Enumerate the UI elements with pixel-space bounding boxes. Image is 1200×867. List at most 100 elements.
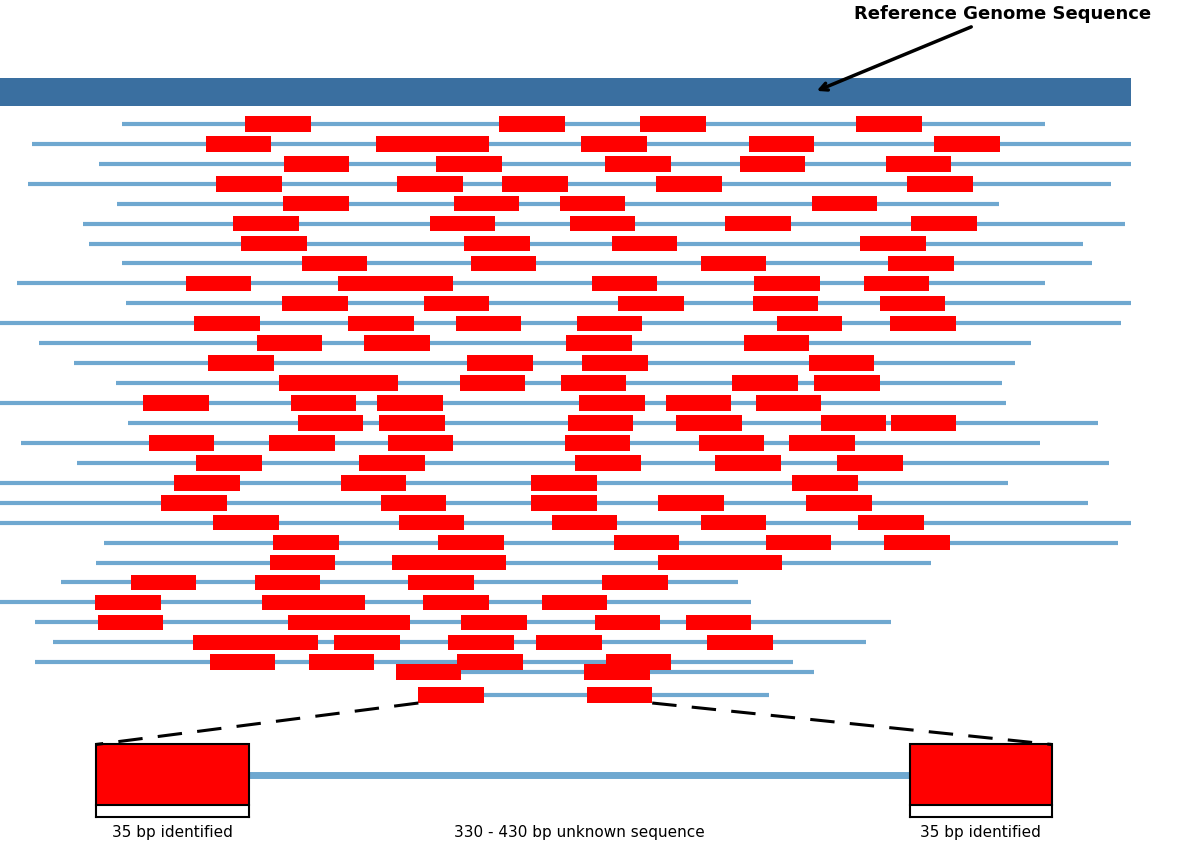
Bar: [656, 176, 722, 192]
Bar: [379, 415, 445, 431]
Bar: [756, 395, 822, 411]
Bar: [300, 595, 366, 610]
Bar: [348, 316, 414, 331]
Bar: [532, 475, 596, 491]
Bar: [725, 216, 791, 231]
Bar: [210, 655, 275, 670]
Bar: [364, 336, 430, 351]
Bar: [344, 615, 410, 630]
Bar: [193, 635, 258, 650]
Bar: [707, 635, 773, 650]
Bar: [790, 435, 854, 451]
Bar: [602, 575, 668, 590]
Bar: [565, 435, 630, 451]
Bar: [438, 535, 504, 551]
Bar: [143, 395, 209, 411]
Bar: [532, 495, 596, 511]
Bar: [430, 216, 496, 231]
Text: 330 - 430 bp unknown sequence: 330 - 430 bp unknown sequence: [454, 825, 704, 840]
Bar: [377, 395, 443, 411]
Bar: [376, 136, 442, 152]
Bar: [440, 555, 506, 570]
Bar: [776, 316, 842, 331]
Bar: [814, 375, 880, 391]
Bar: [332, 375, 397, 391]
Bar: [96, 745, 248, 805]
Bar: [864, 276, 929, 291]
Bar: [581, 136, 647, 152]
Bar: [197, 455, 262, 471]
Bar: [448, 635, 514, 650]
Bar: [252, 635, 318, 650]
Bar: [174, 475, 240, 491]
Bar: [338, 276, 403, 291]
Bar: [408, 575, 474, 590]
Bar: [811, 196, 877, 212]
Bar: [858, 515, 924, 531]
Bar: [580, 395, 646, 411]
Bar: [298, 415, 364, 431]
Bar: [233, 216, 299, 231]
Bar: [715, 455, 781, 471]
Bar: [341, 475, 407, 491]
Bar: [97, 615, 163, 630]
Bar: [659, 495, 724, 511]
Bar: [241, 236, 307, 251]
Bar: [658, 555, 724, 570]
Bar: [456, 316, 521, 331]
Bar: [613, 535, 679, 551]
Bar: [890, 415, 956, 431]
Bar: [131, 575, 196, 590]
Bar: [283, 156, 349, 172]
Bar: [288, 615, 354, 630]
Bar: [701, 256, 767, 271]
Bar: [686, 615, 751, 630]
Bar: [398, 515, 464, 531]
Bar: [884, 535, 949, 551]
Bar: [640, 116, 706, 132]
Bar: [454, 196, 520, 212]
Bar: [582, 355, 648, 371]
Bar: [806, 495, 871, 511]
Bar: [536, 635, 601, 650]
Bar: [461, 615, 527, 630]
Bar: [359, 455, 425, 471]
Bar: [499, 116, 565, 132]
Bar: [334, 635, 400, 650]
Bar: [890, 316, 956, 331]
Bar: [577, 316, 642, 331]
Bar: [470, 256, 536, 271]
Bar: [392, 555, 457, 570]
Text: 35 bp identified: 35 bp identified: [920, 825, 1042, 840]
Bar: [766, 535, 832, 551]
Bar: [560, 196, 625, 212]
Bar: [208, 355, 274, 371]
Bar: [934, 136, 1000, 152]
Bar: [568, 415, 634, 431]
Bar: [592, 276, 658, 291]
Bar: [701, 515, 766, 531]
Bar: [283, 196, 349, 212]
Bar: [752, 296, 818, 311]
Bar: [422, 595, 488, 610]
Bar: [270, 555, 335, 570]
Bar: [838, 455, 904, 471]
Bar: [460, 375, 526, 391]
Text: 35 bp identified: 35 bp identified: [112, 825, 233, 840]
Bar: [755, 276, 820, 291]
Bar: [282, 296, 348, 311]
Bar: [595, 615, 660, 630]
Bar: [397, 176, 463, 192]
Bar: [911, 745, 1051, 805]
Bar: [570, 216, 635, 231]
Bar: [587, 688, 653, 703]
Bar: [0, 78, 1130, 106]
Bar: [886, 156, 952, 172]
Bar: [269, 435, 335, 451]
Bar: [716, 555, 782, 570]
Bar: [552, 515, 617, 531]
Text: Reference Genome Sequence: Reference Genome Sequence: [821, 5, 1151, 90]
Bar: [666, 395, 731, 411]
Bar: [888, 256, 954, 271]
Bar: [380, 495, 446, 511]
